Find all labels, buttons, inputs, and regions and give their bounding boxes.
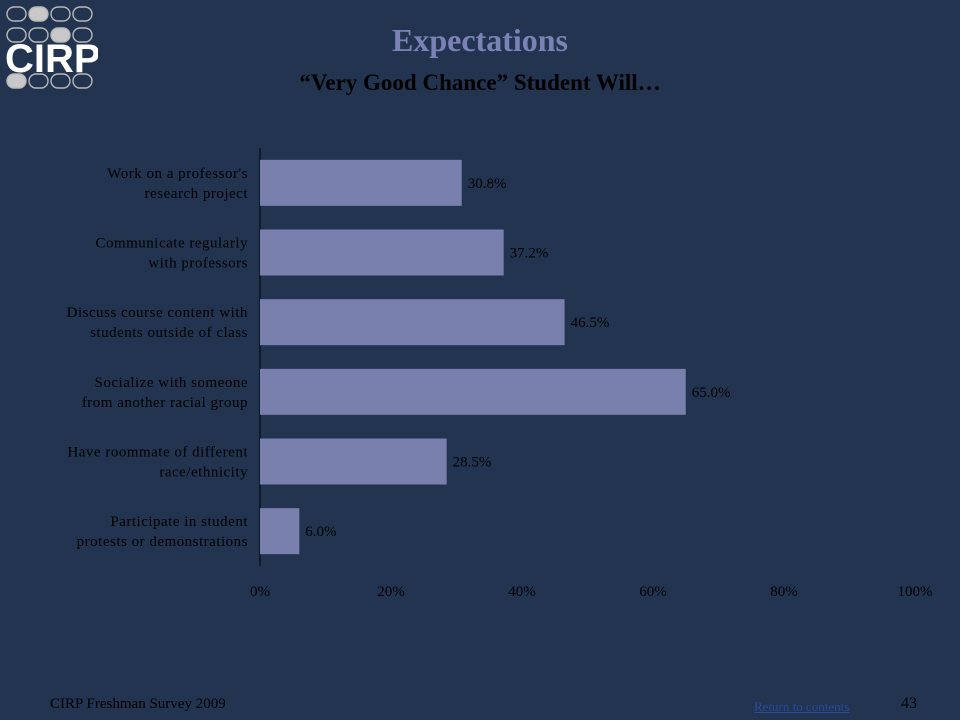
data-label: 30.8%: [468, 176, 507, 192]
data-label: 37.2%: [510, 246, 549, 262]
bar: [260, 229, 504, 276]
category-label: Have roommate of different: [67, 445, 248, 461]
page-subtitle: “Very Good Chance” Student Will…: [299, 70, 661, 95]
logo-pill: [72, 73, 93, 89]
footer-survey-name: CIRP Freshman Survey 2009: [50, 696, 226, 712]
category-label: Discuss course content with: [67, 305, 248, 321]
bar: [260, 368, 686, 415]
logo-pill: [6, 6, 27, 22]
logo-text: CIRP: [5, 37, 98, 81]
logo-pill: [6, 27, 27, 43]
x-tick-label: 40%: [508, 584, 536, 600]
logo-pill: [28, 6, 49, 22]
bar: [260, 508, 300, 555]
category-label: Socialize with someone: [95, 375, 248, 391]
x-tick-label: 100%: [898, 584, 933, 600]
x-tick-label: 60%: [639, 584, 667, 600]
x-tick-label: 0%: [250, 584, 270, 600]
category-label: protests or demonstrations: [77, 534, 248, 550]
bar: [260, 438, 447, 485]
data-label: 28.5%: [453, 455, 492, 471]
x-tick-label: 20%: [377, 584, 405, 600]
return-to-contents-link[interactable]: Return to contents: [754, 699, 850, 714]
page-title: Expectations: [392, 22, 568, 58]
page-number: 43: [901, 695, 917, 712]
logo-pill: [28, 27, 49, 43]
category-label: Participate in student: [110, 514, 248, 530]
bar: [260, 299, 565, 346]
category-label: research project: [145, 186, 249, 202]
cirp-logo: CIRP: [5, 6, 98, 89]
data-label: 65.0%: [692, 385, 731, 401]
x-tick-label: 80%: [770, 584, 798, 600]
category-label: Work on a professor's: [107, 166, 248, 182]
data-label: 46.5%: [571, 315, 610, 331]
category-label: from another racial group: [82, 395, 248, 411]
logo-pill: [50, 6, 71, 22]
category-label: Communicate regularly: [95, 236, 248, 252]
bar: [260, 159, 462, 206]
category-label: students outside of class: [90, 325, 248, 341]
logo-pill: [50, 27, 71, 43]
category-label: with professors: [148, 256, 248, 272]
category-label: race/ethnicity: [159, 465, 248, 481]
logo-pill: [72, 6, 93, 22]
logo-pill: [6, 73, 27, 89]
data-label: 6.0%: [305, 524, 336, 540]
logo-pill: [72, 27, 93, 43]
logo-pill: [28, 73, 49, 89]
logo-pill: [50, 73, 71, 89]
